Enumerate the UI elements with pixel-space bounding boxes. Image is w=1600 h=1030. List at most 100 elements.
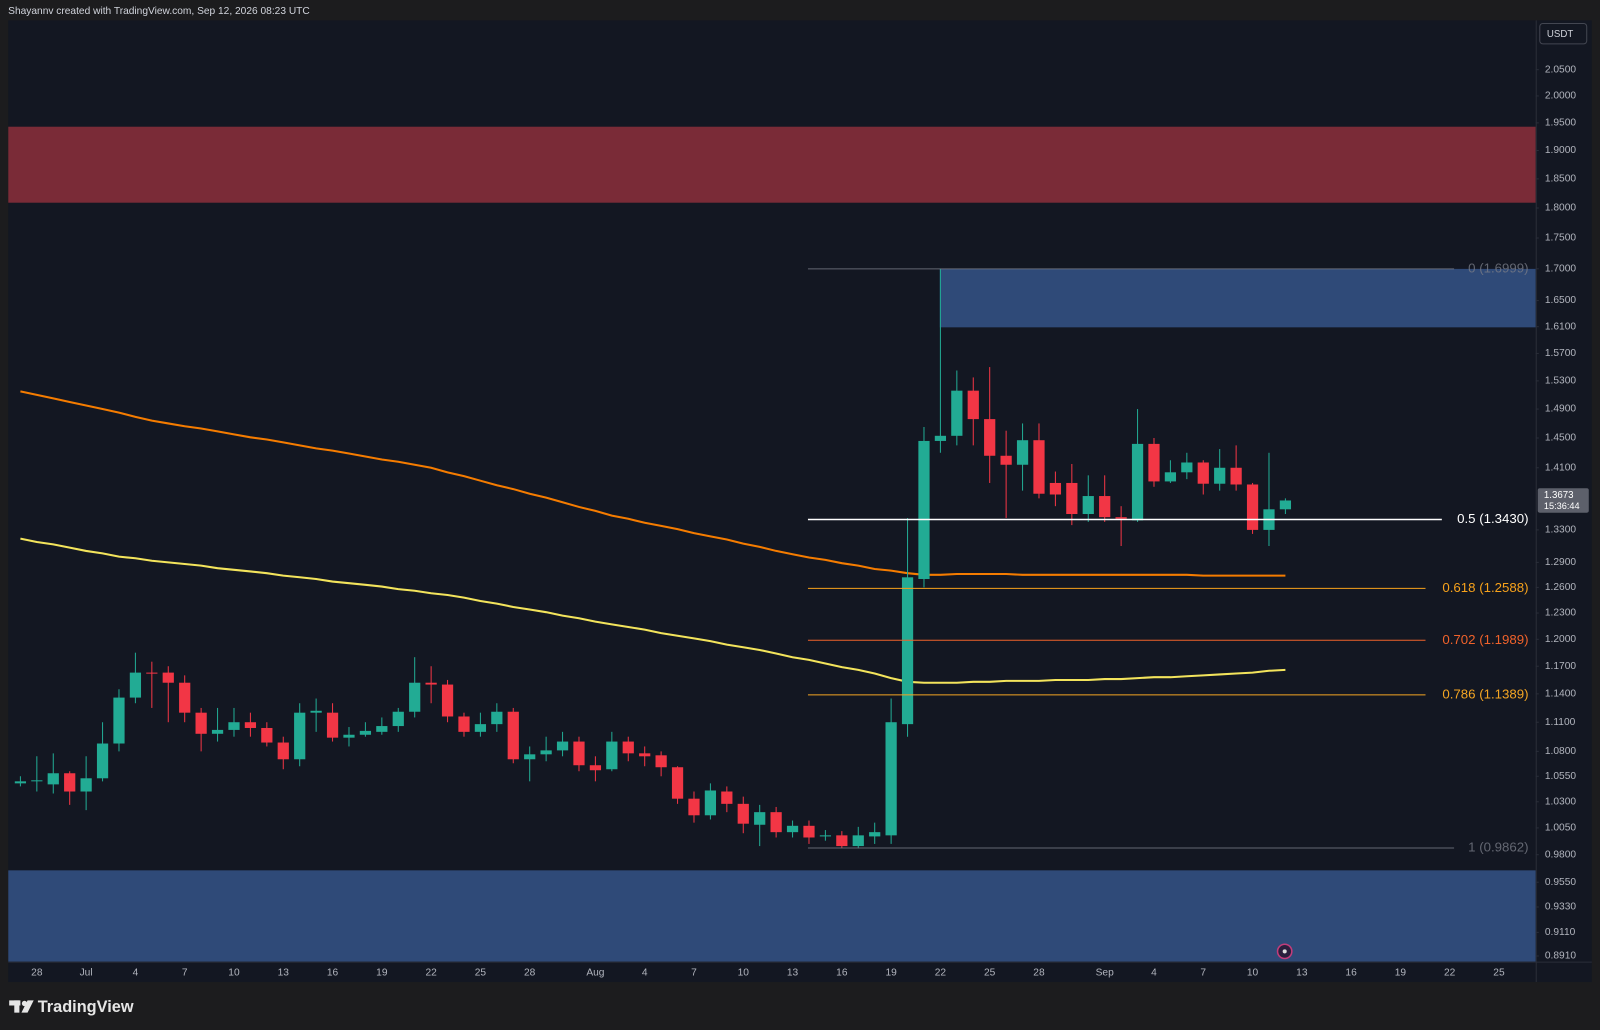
candle-body xyxy=(1131,443,1144,521)
x-tick-label: 4 xyxy=(1151,968,1157,979)
x-tick-label: 28 xyxy=(31,968,43,979)
candle-body xyxy=(129,672,142,698)
x-tick-label: 4 xyxy=(642,968,648,979)
price-tag-label: 1.3673 xyxy=(1544,490,1574,501)
y-tick-label: 0.9330 xyxy=(1545,902,1576,913)
y-tick-label: 1.3300 xyxy=(1545,525,1576,536)
x-tick-label: 7 xyxy=(691,968,697,979)
zone xyxy=(939,268,1536,328)
x-tick-label: 19 xyxy=(1395,968,1407,979)
fib-label: 0.786 (1.1389) xyxy=(1442,686,1528,701)
candle-body xyxy=(1197,462,1209,484)
candle-body xyxy=(540,750,552,755)
candle-body xyxy=(277,742,289,760)
candle-body xyxy=(195,712,207,734)
candle-body xyxy=(458,716,470,732)
candle-body xyxy=(1214,467,1226,484)
candle-body xyxy=(244,722,257,728)
y-tick-label: 1.2000 xyxy=(1545,634,1576,645)
y-tick-label: 2.0000 xyxy=(1545,91,1576,102)
y-tick-label: 1.0300 xyxy=(1545,796,1576,807)
x-tick-label: 10 xyxy=(1247,968,1259,979)
currency-box xyxy=(1539,22,1588,45)
x-tick-label: 13 xyxy=(787,968,799,979)
x-tick-label: 10 xyxy=(738,968,750,979)
candle-body xyxy=(951,390,963,436)
candle-body xyxy=(162,672,174,683)
x-tick-label: Sep xyxy=(1096,968,1114,979)
fib-label: 1 (0.9862) xyxy=(1468,840,1528,855)
candle-body xyxy=(326,712,339,738)
candle-body xyxy=(294,712,306,760)
candle-body xyxy=(1016,440,1029,465)
x-tick-label: 25 xyxy=(1493,968,1505,979)
y-tick-label: 1.4500 xyxy=(1545,433,1576,444)
overlay: 0 (1.6999) 0.5 (1.3430) 0.618 (1.2588) 0.70… xyxy=(807,260,1529,855)
candle-body xyxy=(984,419,996,456)
currency: USDT xyxy=(1547,29,1573,40)
fib-label: 0.702 (1.1989) xyxy=(1442,632,1528,647)
x-tick-label: 13 xyxy=(1296,968,1308,979)
candle-body xyxy=(786,825,799,833)
y-tick-label: 1.5300 xyxy=(1545,376,1576,387)
candle-body xyxy=(1000,455,1012,465)
candle-body xyxy=(211,729,224,734)
candle-body xyxy=(1115,517,1127,519)
y-tick-label: 1.9000 xyxy=(1545,145,1576,156)
x-tick-label: 16 xyxy=(327,968,339,979)
icon xyxy=(1276,943,1293,960)
candle-body xyxy=(589,765,602,771)
y-tick-label: 1.1700 xyxy=(1545,661,1576,672)
candle-body xyxy=(622,741,634,754)
fib-label: 0.618 (1.2588) xyxy=(1442,580,1528,595)
y-tick-label: 1.0550 xyxy=(1545,771,1576,782)
candle-body xyxy=(1099,496,1111,518)
candle-body xyxy=(869,832,881,837)
y-tick-label: 1.8000 xyxy=(1545,203,1576,214)
x-tick-label: Aug xyxy=(586,968,604,979)
candle-body xyxy=(606,741,618,770)
y-tick-label: 1.7500 xyxy=(1545,233,1576,244)
y-tick-label: 1.0050 xyxy=(1545,823,1576,834)
logo-part xyxy=(21,1000,34,1013)
y-tick-label: 1.0800 xyxy=(1545,746,1576,757)
candle-body xyxy=(901,577,914,725)
candle-body xyxy=(1082,496,1094,515)
brand-logo xyxy=(9,1000,34,1013)
x-tick-label: Jul xyxy=(80,968,93,979)
candle-body xyxy=(704,790,717,816)
candle-body xyxy=(1230,467,1242,485)
candle-body xyxy=(310,710,322,713)
candle-body xyxy=(1066,482,1078,515)
candle-body xyxy=(803,825,815,838)
fib-label: 0 (1.6999) xyxy=(1468,260,1528,275)
candle-body xyxy=(14,781,27,784)
countdown-label: 15:36:44 xyxy=(1544,501,1580,511)
candle-body xyxy=(474,724,487,732)
candle-body xyxy=(754,812,766,825)
x-tick-label: 10 xyxy=(228,968,240,979)
candle-body xyxy=(1246,484,1259,530)
y-tick-label: 1.2900 xyxy=(1545,557,1576,568)
y-tick-label: 0.9800 xyxy=(1545,849,1576,860)
y-tick-label: 1.2600 xyxy=(1545,582,1576,593)
zone xyxy=(8,870,1536,962)
y-tick-label: 0.9110 xyxy=(1545,927,1576,938)
candle-body xyxy=(1049,482,1062,495)
x-tick-label: 22 xyxy=(935,968,947,979)
candle-body xyxy=(425,682,437,685)
candle-body xyxy=(31,780,43,782)
fib-label: 0.5 (1.3430) xyxy=(1457,511,1528,526)
candle-body xyxy=(671,767,684,799)
candle-body xyxy=(639,753,651,757)
x-tick-label: 7 xyxy=(182,968,188,979)
y-tick-label: 1.1100 xyxy=(1545,717,1576,728)
candle-body xyxy=(1181,462,1193,473)
y-tick-label: 1.7000 xyxy=(1545,264,1576,275)
candle-body xyxy=(376,726,388,732)
moving-average xyxy=(20,390,1286,577)
candle-body xyxy=(64,773,76,792)
logo-part xyxy=(14,1000,20,1013)
candle-body xyxy=(918,440,930,579)
y-tick-label: 1.9500 xyxy=(1545,118,1576,129)
